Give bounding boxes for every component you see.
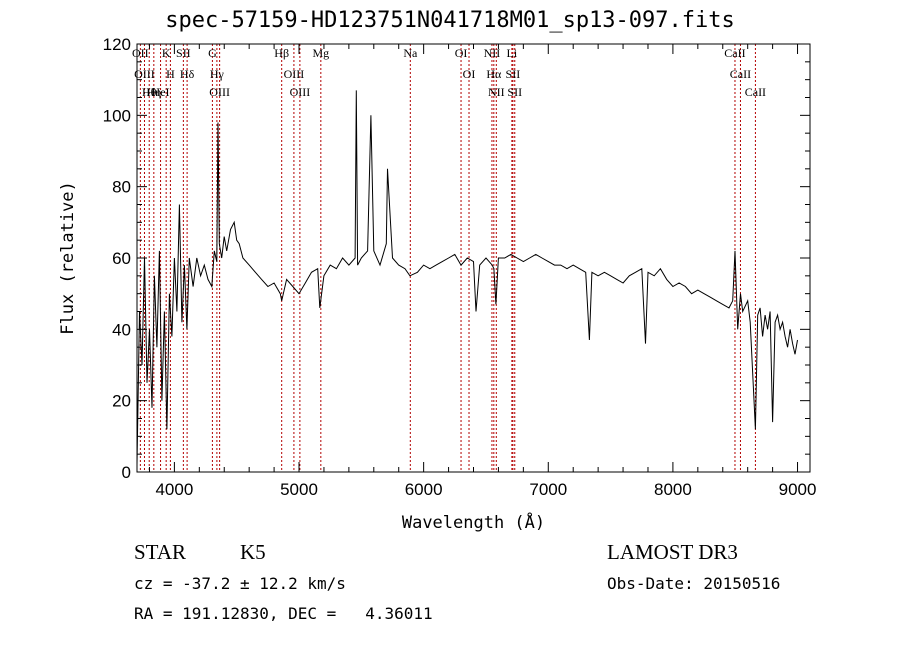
line-marker-label: HeI <box>152 85 170 99</box>
y-axis-label: Flux (relative) <box>58 181 78 335</box>
x-tick-label: 8000 <box>654 480 692 499</box>
plot-frame <box>136 43 811 473</box>
chart-title: spec-57159-HD123751N041718M01_sp13-097.f… <box>165 8 735 33</box>
y-tick-label: 100 <box>103 106 131 125</box>
y-tick-label: 40 <box>112 320 131 339</box>
line-marker-label: NII <box>484 46 501 60</box>
y-tick-label: 80 <box>112 178 131 197</box>
line-marker-label: H <box>166 67 175 81</box>
y-axis: 0 20 40 60 80 100 120 <box>103 35 810 482</box>
line-marker-label: G <box>208 46 217 60</box>
line-marker-label: OIII <box>284 67 305 81</box>
survey-name: LAMOST DR3 <box>607 540 738 564</box>
x-axis-label: Wavelength (Å) <box>402 511 545 533</box>
line-marker-label: OIII <box>290 85 311 99</box>
line-marker-label: Hβ <box>274 46 289 60</box>
line-marker-label: OII <box>132 46 149 60</box>
line-marker-label: Hη <box>146 85 161 99</box>
line-marker-label: OIII <box>134 67 155 81</box>
line-marker-labels: OIIOIIIHθHηHeIKHSIIHδGHγOIIIHβOIIIOIIIMg… <box>132 46 766 99</box>
line-marker-label: CaII <box>724 46 745 60</box>
line-marker-label: SII <box>176 46 191 60</box>
x-tick-label: 5000 <box>280 480 318 499</box>
line-markers <box>139 44 756 472</box>
object-type: STAR <box>134 540 186 564</box>
line-marker-label: Li <box>507 46 518 60</box>
y-tick-label: 0 <box>122 463 131 482</box>
x-tick-label: 9000 <box>779 480 817 499</box>
line-marker-label: OIII <box>209 85 230 99</box>
line-marker-label: OI <box>463 67 476 81</box>
y-tick-label: 60 <box>112 249 131 268</box>
line-marker-label: Hδ <box>180 67 195 81</box>
coordinates: RA = 191.12830, DEC = 4.36011 <box>134 604 433 623</box>
x-axis: 4000 5000 6000 7000 8000 9000 <box>148 44 817 499</box>
y-tick-label: 20 <box>112 392 131 411</box>
line-marker-label: Hγ <box>210 67 225 81</box>
redshift-cz: cz = -37.2 ± 12.2 km/s <box>134 574 346 593</box>
spectrum-line <box>136 90 798 465</box>
observation-date: Obs-Date: 20150516 <box>607 574 781 593</box>
line-marker-label: SII <box>507 85 522 99</box>
line-marker-label: Hθ <box>142 85 157 99</box>
line-marker-label: NII <box>488 85 505 99</box>
line-marker-label: Na <box>403 46 418 60</box>
line-marker-label: Mg <box>312 46 329 60</box>
x-tick-label: 6000 <box>405 480 443 499</box>
line-marker-label: OI <box>455 46 468 60</box>
line-marker-label: K <box>162 46 171 60</box>
line-marker-label: SII <box>506 67 521 81</box>
line-marker-label: CaII <box>745 85 766 99</box>
line-marker-label: Hα <box>486 67 502 81</box>
line-marker-label: CaII <box>730 67 751 81</box>
y-tick-label: 120 <box>103 35 131 54</box>
x-tick-label: 7000 <box>529 480 567 499</box>
spectral-subclass: K5 <box>240 540 266 564</box>
x-tick-label: 4000 <box>155 480 193 499</box>
